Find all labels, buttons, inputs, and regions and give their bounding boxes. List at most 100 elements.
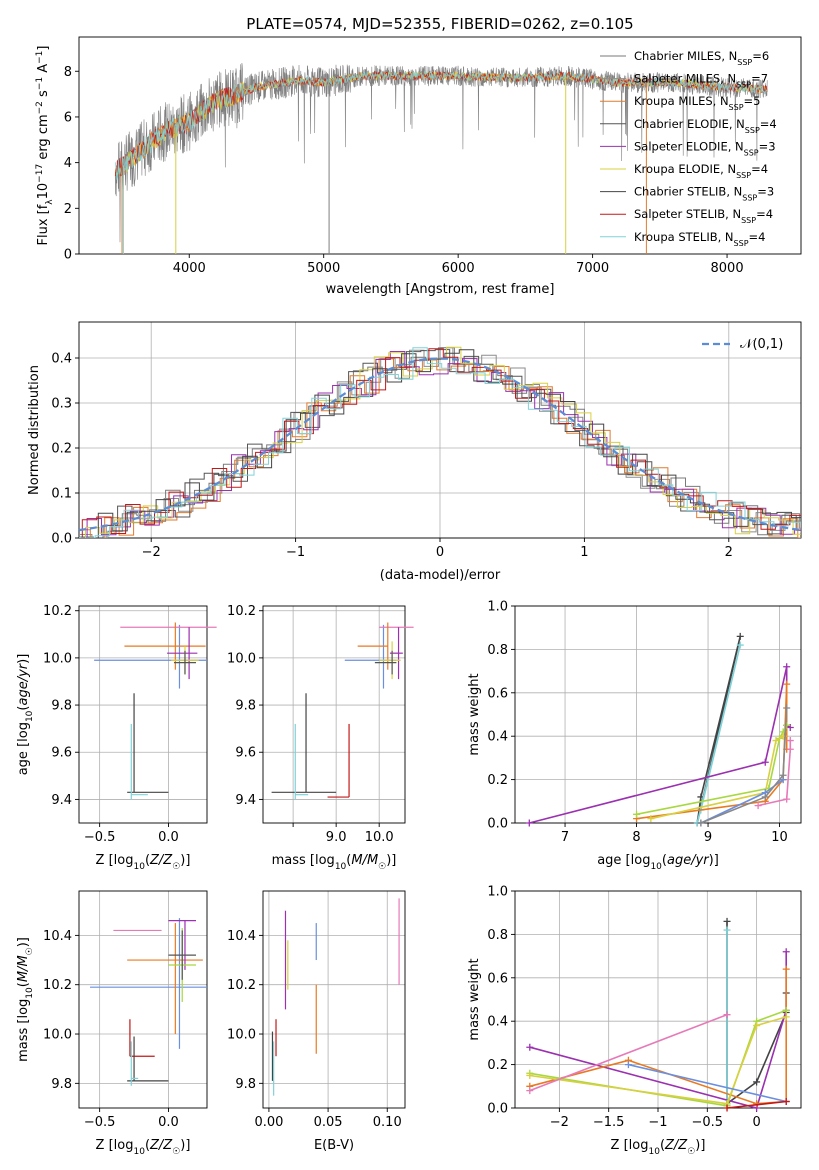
spectrum-xtick-label-0: 4000 [173, 261, 206, 276]
age-vs-Z-point-0 [94, 624, 207, 689]
residuals-ytick-label-1: 0.1 [51, 487, 72, 502]
legend-label-7: Salpeter STELIB, NSSP=4 [634, 207, 773, 225]
legend-label-8: Kroupa STELIB, NSSP=4 [634, 230, 765, 248]
age-vs-mass-xtick-label-2: 10.0 [365, 830, 394, 845]
massweight-vs-age-series-5 [650, 735, 784, 820]
massweight-vs-age-axes: 7 8 9 10 0.0 0.2 0.4 0.6 0.8 1.0 age [log10(age/yr… [467, 600, 802, 872]
massweight-vs-Z-marker-6-0 [526, 1087, 534, 1095]
model-spectrum-kroupa-stelib [114, 70, 768, 180]
mass-vs-EBV-frame [262, 890, 406, 1109]
legend-label-1: Salpeter MILES, NSSP=7 [634, 72, 768, 90]
age-vs-Z-ytick-label-0: 9.4 [51, 793, 72, 808]
mass-vs-Z-axes: −0.5 0.0 9.8 10.0 10.2 10.4 Z [log10(Z/Z☉)] mas… [16, 890, 208, 1157]
gaussian-legend-label: 𝒩(0,1) [740, 337, 783, 352]
massweight-vs-age-frame [514, 605, 802, 824]
massweight-vs-Z-series-6 [529, 1013, 728, 1092]
histogram-kroupa-elodie [79, 346, 801, 538]
massweight-vs-age-xtick-label-1: 8 [632, 830, 640, 845]
residuals-xlabel: (data-model)/error [380, 568, 501, 583]
massweight-vs-Z-marker-5-0 [526, 1071, 534, 1079]
mass-vs-EBV-axes: 0.00 0.05 0.10 9.8 10.0 10.2 10.4 E(B-V) [227, 890, 406, 1153]
residuals-ytick-label-3: 0.3 [51, 397, 72, 412]
age-vs-Z-point-7 [130, 723, 148, 800]
massweight-vs-Z-marker-7-0 [624, 1061, 632, 1069]
age-vs-Z-point-5 [173, 650, 196, 675]
age-vs-Z-ytick-label-1: 9.6 [51, 746, 72, 761]
massweight-vs-Z-marker-2-0 [526, 1043, 534, 1051]
massweight-vs-Z-xtick-label-4: 0 [752, 1115, 760, 1130]
massweight-vs-age-xtick-label-3: 10 [771, 830, 788, 845]
massweight-vs-age-marker-4-4 [783, 721, 791, 729]
massweight-vs-Z-marker-2-3 [782, 948, 790, 956]
age-vs-mass-axes: 9.0 10.0 9.4 9.6 9.8 10.0 10.2 mass [log10(M/M☉… [227, 604, 414, 872]
massweight-vs-Z-marker-3-2 [753, 1100, 761, 1108]
massweight-vs-age-xlabel: age [log10(age/yr)] [597, 853, 719, 872]
massweight-vs-Z-series-7 [628, 1063, 787, 1103]
legend-label-4: Salpeter ELODIE, NSSP=3 [634, 139, 776, 157]
massweight-vs-age-ytick-label-1: 0.2 [487, 773, 508, 788]
spectrum-xtick-label-1: 5000 [307, 261, 340, 276]
massweight-vs-age-series-7 [700, 778, 784, 824]
age-vs-mass-point-7 [327, 723, 350, 798]
legend-label-6: Chabrier STELIB, NSSP=3 [634, 185, 774, 203]
residuals-ytick-label-0: 0.0 [51, 532, 72, 547]
spectrum-series [114, 62, 768, 254]
gaussian-curve [78, 357, 802, 532]
age-vs-Z-point-3 [167, 627, 198, 680]
spectrum-xlabel: wavelength [Angstrom, rest frame] [326, 282, 555, 297]
age-vs-mass-ytick-label-4: 10.2 [227, 604, 256, 619]
mass-vs-EBV-ytick-label-2: 10.2 [227, 978, 256, 993]
histogram-salpeter-miles [79, 347, 801, 538]
massweight-vs-age-marker-2-1 [761, 758, 769, 766]
massweight-vs-age-xtick-label-2: 9 [704, 830, 712, 845]
massweight-vs-age-marker-8-1 [761, 793, 769, 801]
massweight-vs-Z-marker-0-0 [723, 917, 731, 925]
massweight-vs-age-marker-8-2 [779, 771, 787, 779]
figure-title: PLATE=0574, MJD=52355, FIBERID=0262, z=0… [246, 15, 633, 33]
massweight-vs-Z-series-5 [529, 1016, 787, 1105]
residuals-xtick-label-2: 0 [436, 545, 444, 560]
massweight-vs-Z-ytick-label-5: 1.0 [487, 885, 508, 900]
age-vs-Z-frame [78, 605, 208, 824]
massweight-vs-age-series-8 [700, 707, 788, 824]
massweight-vs-Z-xtick-label-0: −2 [550, 1115, 569, 1130]
massweight-vs-Z-marker-8-0 [723, 1104, 731, 1112]
mass-vs-EBV-xtick-label-2: 0.10 [373, 1115, 402, 1130]
age-vs-Z-ytick-label-4: 10.2 [43, 604, 72, 619]
massweight-vs-Z-ytick-label-1: 0.2 [487, 1058, 508, 1073]
residuals-xtick-label-4: 2 [725, 545, 733, 560]
legend-label-5: Kroupa ELODIE, NSSP=4 [634, 162, 768, 180]
spectrum-ytick-label-0: 0 [64, 248, 72, 263]
age-vs-Z-xlabel: Z [log10(Z/Z☉)] [96, 853, 191, 872]
massweight-vs-age-xtick-label-0: 7 [561, 830, 569, 845]
legend-label-0: Chabrier MILES, NSSP=6 [634, 49, 769, 67]
age-vs-mass-ytick-label-2: 9.8 [235, 699, 256, 714]
mass-vs-EBV-xtick-label-0: 0.00 [254, 1115, 283, 1130]
mass-vs-Z-ytick-label-0: 9.8 [51, 1077, 72, 1092]
massweight-vs-age-marker-6-2 [786, 745, 794, 753]
massweight-vs-age-ytick-label-3: 0.6 [487, 686, 508, 701]
mass-vs-Z-xtick-label-1: 0.0 [158, 1115, 179, 1130]
massweight-vs-age-marker-5-2 [772, 737, 780, 745]
massweight-vs-Z-ytick-label-3: 0.6 [487, 971, 508, 986]
age-vs-mass-point-6 [271, 693, 337, 793]
mass-vs-Z-ytick-label-1: 10.0 [43, 1028, 72, 1043]
residuals-xtick-label-0: −2 [142, 545, 161, 560]
mass-vs-Z-ytick-label-2: 10.2 [43, 978, 72, 993]
spectrum-axes: 4000 5000 6000 7000 8000 0 2 4 6 8 wavelength [Ang… [35, 36, 802, 297]
massweight-vs-age-marker-2-4 [786, 724, 794, 732]
age-vs-mass-ytick-label-0: 9.4 [235, 793, 256, 808]
age-vs-Z-ytick-label-2: 9.8 [51, 699, 72, 714]
massweight-vs-age-marker-2-0 [525, 819, 533, 827]
spectrum-frame [78, 36, 802, 255]
spectrum-ytick-label-3: 6 [64, 110, 72, 125]
spectrum-legend: Chabrier MILES, NSSP=6 Salpeter MILES, NS… [600, 49, 777, 247]
massweight-vs-age-marker-0-1 [736, 632, 744, 640]
massweight-vs-Z-ytick-label-0: 0.0 [487, 1102, 508, 1117]
age-vs-Z-point-2 [124, 622, 206, 670]
residuals-ylabel: Normed distribution [27, 365, 42, 495]
massweight-vs-Z-axes: −2 −1.5 −1 −0.5 0 0.0 0.2 0.4 0.6 0.8 1.0 Z [log10(… [467, 885, 802, 1157]
legend-label-3: Chabrier ELODIE, NSSP=4 [634, 117, 777, 135]
histogram-chabrier-stelib [79, 349, 801, 538]
mass-vs-Z-ylabel: mass [log10(M/M☉)] [16, 937, 35, 1062]
